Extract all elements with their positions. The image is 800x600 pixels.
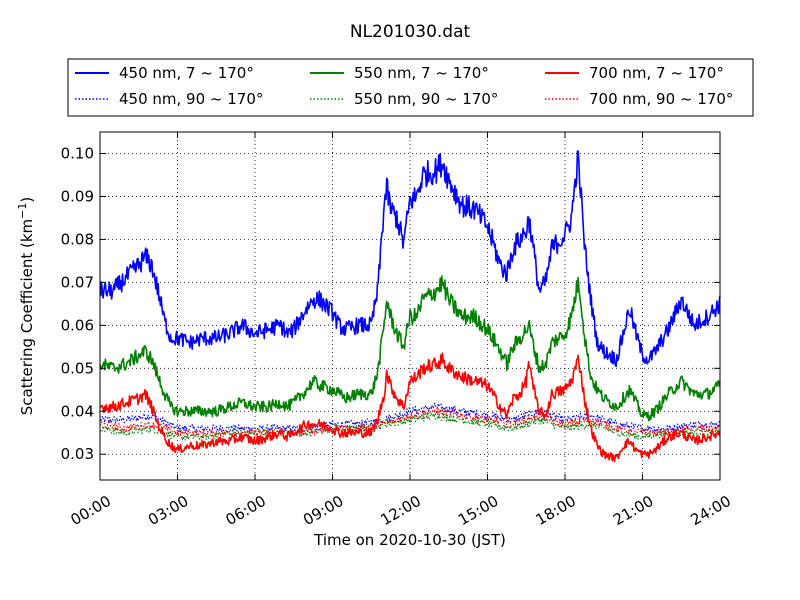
legend-label: 550 nm, 7 ~ 170°	[354, 64, 489, 82]
legend: 450 nm, 7 ~ 170° 450 nm, 90 ~ 170° 550 nm,…	[67, 58, 754, 117]
x-tick-label: 03:00	[145, 492, 191, 529]
legend-label: 700 nm, 90 ~ 170°	[589, 90, 733, 108]
y-tick-label: 0.07	[61, 273, 94, 291]
legend-frame	[67, 58, 754, 117]
y-tick-label: 0.09	[61, 187, 94, 205]
plot-area	[99, 131, 721, 481]
x-tick-label: 18:00	[533, 492, 579, 529]
y-tick-label: 0.05	[61, 359, 94, 377]
y-tick-label: 0.06	[61, 316, 94, 334]
x-tick-label: 21:00	[610, 492, 656, 529]
y-axis: 0.03 0.04 0.05 0.06 0.07 0.08 0.09 0.10	[61, 144, 720, 463]
x-tick-label: 12:00	[378, 492, 424, 529]
series-line-6	[99, 407, 721, 437]
x-tick-label: 09:00	[300, 492, 346, 529]
y-axis-label: Scattering Coefficient (km−1)	[16, 197, 36, 416]
y-axis-label-exponent: −1	[16, 203, 29, 219]
y-axis-label-text: Scattering Coefficient (km	[18, 219, 36, 415]
x-tick-label: 00:00	[68, 492, 114, 529]
x-axis-label: Time on 2020-10-30 (JST)	[313, 531, 506, 549]
y-tick-label: 0.04	[61, 402, 94, 420]
chart-title: NL201030.dat	[350, 22, 471, 42]
legend-label: 450 nm, 7 ~ 170°	[119, 64, 254, 82]
y-axis-label-close: )	[18, 197, 36, 203]
legend-label: 450 nm, 90 ~ 170°	[119, 90, 263, 108]
y-tick-label: 0.03	[61, 445, 94, 463]
y-tick-label: 0.10	[61, 144, 94, 162]
legend-label: 550 nm, 90 ~ 170°	[354, 90, 498, 108]
series-line-1	[99, 150, 721, 368]
x-tick-label: 06:00	[223, 492, 269, 529]
x-tick-label: 15:00	[455, 492, 501, 529]
series-line-3	[99, 275, 721, 422]
series-line-5	[99, 352, 721, 463]
legend-label: 700 nm, 7 ~ 170°	[589, 64, 724, 82]
y-tick-label: 0.08	[61, 230, 94, 248]
x-tick-label: 24:00	[688, 492, 734, 529]
